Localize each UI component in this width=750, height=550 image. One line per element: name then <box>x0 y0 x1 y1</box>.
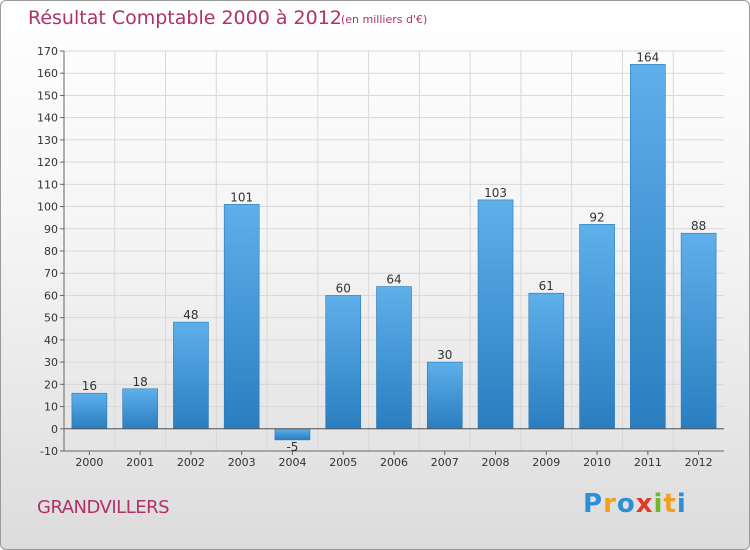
y-tick-label: 20 <box>44 378 58 391</box>
y-tick-label: 110 <box>37 178 58 191</box>
x-tick-label: 2003 <box>228 456 256 469</box>
x-tick-label: 2002 <box>177 456 205 469</box>
y-tick-label: 40 <box>44 334 58 347</box>
logo-letter: P <box>583 489 604 519</box>
bar-2005[interactable] <box>325 295 362 430</box>
x-tick-label: 2001 <box>126 456 154 469</box>
bar-2003[interactable] <box>223 204 260 430</box>
chart-title: Résultat Comptable 2000 à 2012 <box>28 7 342 29</box>
bar-2009[interactable] <box>528 292 565 430</box>
logo-letter: r <box>603 489 617 519</box>
bar-2012[interactable] <box>680 232 717 430</box>
y-tick-label: 90 <box>44 223 58 236</box>
y-tick-label: 150 <box>37 89 58 102</box>
data-label: 164 <box>636 50 659 64</box>
bars <box>71 64 717 441</box>
y-tick-label: 50 <box>44 312 58 325</box>
bar-2001[interactable] <box>122 388 158 430</box>
y-tick-label: -10 <box>40 445 58 458</box>
data-label: 92 <box>589 210 604 224</box>
y-tick-label: 0 <box>51 423 58 436</box>
data-label: 64 <box>386 273 401 287</box>
axes <box>60 50 724 455</box>
logo-letter: o <box>616 489 636 519</box>
logo-letter: x <box>635 489 654 519</box>
data-label: 60 <box>336 281 351 295</box>
x-tick-label: 2000 <box>75 456 103 469</box>
bar-2011[interactable] <box>630 64 666 430</box>
x-tick-label: 2010 <box>583 456 611 469</box>
bar-2007[interactable] <box>426 361 463 430</box>
data-label: -5 <box>286 440 298 454</box>
y-tick-label: 80 <box>44 245 58 258</box>
bar-2000[interactable] <box>71 392 108 430</box>
x-tick-label: 2006 <box>380 456 408 469</box>
y-tick-label: 120 <box>37 156 58 169</box>
y-tick-label: 170 <box>37 45 58 58</box>
x-tick-label: 2008 <box>482 456 510 469</box>
y-tick-label: 70 <box>44 267 58 280</box>
bar-2008[interactable] <box>477 199 514 430</box>
x-tick-label: 2005 <box>329 456 357 469</box>
chart-subtitle: (en milliers d'€) <box>341 13 428 26</box>
data-label: 16 <box>82 379 97 393</box>
data-label: 88 <box>691 219 706 233</box>
x-tick-label: 2007 <box>431 456 459 469</box>
data-label: 61 <box>539 279 554 293</box>
data-label: 18 <box>133 375 148 389</box>
x-tick-label: 2004 <box>278 456 306 469</box>
data-label: 48 <box>183 308 198 322</box>
data-label: 101 <box>230 190 253 204</box>
bar-2002[interactable] <box>173 321 209 430</box>
x-tick-label: 2011 <box>634 456 662 469</box>
y-tick-label: 140 <box>37 112 58 125</box>
bar-2004[interactable] <box>274 428 311 441</box>
logo-letter: i <box>653 489 664 519</box>
proxiti-logo[interactable]: Proxiti <box>583 489 687 519</box>
y-tick-label: 130 <box>37 134 58 147</box>
y-tick-label: 30 <box>44 356 58 369</box>
data-label: 103 <box>484 186 507 200</box>
x-tick-label: 2009 <box>532 456 560 469</box>
bar-2010[interactable] <box>579 224 615 430</box>
bar-2006[interactable] <box>376 286 412 430</box>
y-tick-label: 60 <box>44 289 58 302</box>
commune-name: GRANDVILLERS <box>37 497 170 518</box>
x-tick-label: 2012 <box>685 456 713 469</box>
logo-letter: t <box>663 489 677 519</box>
y-tick-label: 160 <box>37 67 58 80</box>
logo-letter: i <box>676 489 687 519</box>
labels: -10 0 10 20 30 40 50 60 70 80 90 100 110 120 130 140 150… <box>37 45 713 469</box>
y-tick-label: 100 <box>37 201 58 214</box>
y-tick-label: 10 <box>44 401 58 414</box>
data-label: 30 <box>437 348 452 362</box>
